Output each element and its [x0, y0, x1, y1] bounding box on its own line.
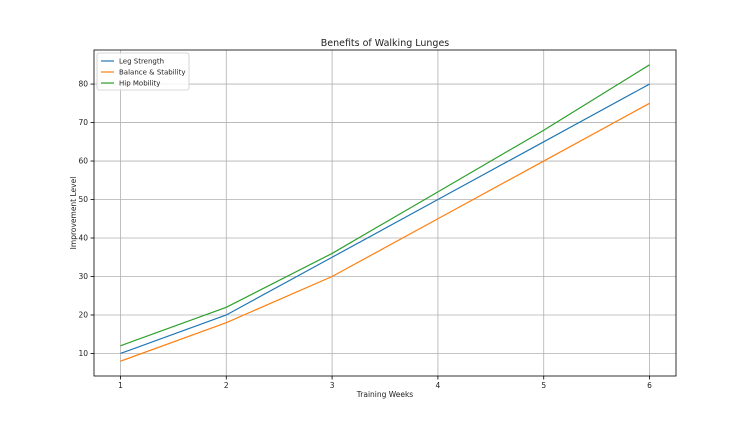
series-line-hip-mobility: [120, 64, 650, 347]
y-tick-label: 10: [78, 349, 88, 358]
series-line-leg-strength: [120, 83, 650, 355]
x-tick-label: 2: [224, 381, 229, 390]
legend-label: Hip Mobility: [119, 80, 160, 88]
y-tick-label: 60: [78, 157, 88, 166]
x-tick-label: 6: [647, 381, 652, 390]
y-tick-label: 50: [78, 195, 88, 204]
x-tick-label: 3: [330, 381, 335, 390]
x-tick-label: 5: [541, 381, 546, 390]
grid-lines: [94, 50, 676, 376]
x-tick-label: 4: [436, 381, 441, 390]
y-tick-label: 70: [78, 118, 88, 127]
y-tick-label: 30: [78, 272, 88, 281]
x-tick-label: 1: [118, 381, 123, 390]
legend-box: [96, 52, 190, 91]
legend: Leg Strength Balance & Stability Hip Mobil…: [96, 52, 190, 91]
y-axis-label: Improvement Level: [69, 177, 78, 250]
legend-label: Balance & Stability: [119, 69, 185, 77]
y-tick-label: 20: [78, 311, 88, 320]
chart-title: Benefits of Walking Lunges: [321, 38, 450, 49]
series-lines: [120, 64, 650, 362]
x-axis-label: Training Weeks: [356, 390, 414, 399]
series-line-balance-stability: [120, 102, 650, 362]
plot-area-frame: [93, 49, 677, 377]
y-tick-label: 80: [78, 80, 88, 89]
y-tick-label: 40: [78, 234, 88, 243]
axis-ticks: 1 2 3 4 5 6 10 20 30 40 50 60 70 80: [78, 80, 652, 390]
legend-label: Leg Strength: [119, 58, 164, 66]
